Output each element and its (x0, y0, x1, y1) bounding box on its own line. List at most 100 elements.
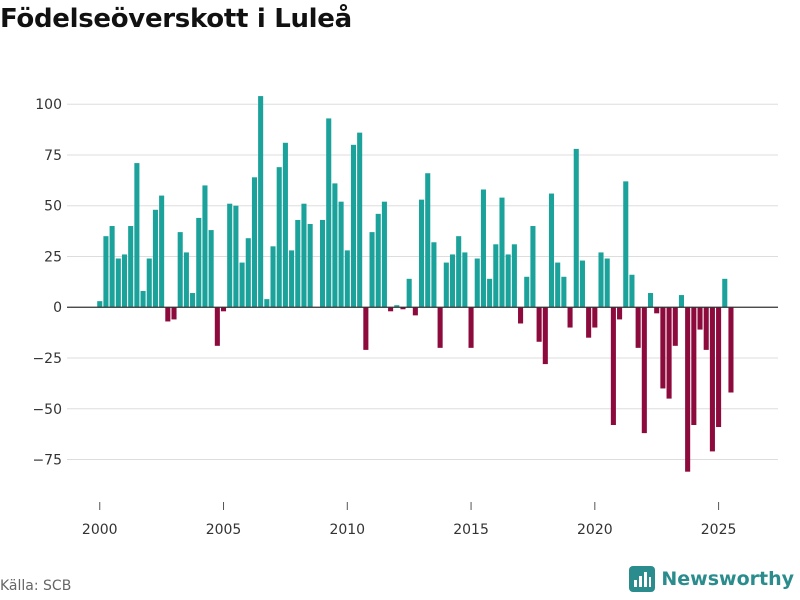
bar (350, 144, 357, 308)
bar (196, 217, 202, 308)
bar (561, 276, 567, 308)
bar (344, 250, 350, 308)
source-label: Källa: SCB (0, 578, 72, 594)
bar (276, 167, 282, 308)
bar (623, 181, 629, 308)
bar (183, 252, 189, 308)
x-axis: 2000 2005 2010 2015 2020 2025 (82, 502, 736, 538)
bar (369, 232, 375, 308)
bar (140, 291, 146, 308)
brand-name: Newsworthy (661, 568, 794, 590)
bar (134, 163, 140, 308)
y-tick-label: 0 (53, 300, 62, 316)
bar (598, 252, 604, 308)
x-tick-label: 2000 (82, 522, 118, 538)
bar (165, 307, 171, 322)
bar (536, 307, 542, 342)
bar (449, 254, 456, 308)
x-tick-label: 2015 (453, 522, 489, 538)
bar (332, 183, 338, 308)
bar (202, 185, 208, 308)
bar (431, 242, 437, 308)
bar (629, 274, 635, 308)
bar (419, 199, 425, 308)
bar (660, 307, 666, 389)
bars (97, 96, 734, 472)
bar (363, 307, 369, 350)
bar (233, 205, 239, 308)
y-axis: −75 −50 −25 0 25 50 75 100 (32, 97, 62, 468)
bar (685, 307, 691, 472)
bar (672, 307, 678, 346)
bar (437, 307, 443, 348)
bar (703, 307, 709, 350)
bar (301, 203, 307, 308)
bar (109, 226, 115, 308)
bar (518, 307, 524, 324)
bar (691, 307, 697, 425)
bar (289, 250, 295, 308)
bar (264, 299, 270, 308)
bar (468, 307, 474, 348)
bar (635, 307, 641, 348)
x-tick-label: 2020 (577, 522, 613, 538)
bar (474, 258, 480, 308)
brand-logo[interactable]: Newsworthy (629, 566, 794, 592)
bar (152, 209, 158, 308)
bar (586, 307, 592, 338)
bar (493, 244, 499, 308)
bar (146, 258, 152, 308)
bar (499, 197, 505, 308)
bar (357, 132, 363, 308)
bar (270, 246, 276, 308)
bar (375, 213, 381, 308)
bar (394, 305, 400, 308)
x-tick-label: 2005 (206, 522, 242, 538)
bar (480, 189, 486, 308)
bar (326, 118, 332, 308)
bar (610, 307, 616, 425)
x-tick-label: 2025 (701, 522, 737, 538)
newsworthy-logo-icon (629, 566, 656, 592)
bar (400, 307, 406, 310)
bar (115, 258, 121, 308)
bar (728, 307, 734, 393)
bar (388, 307, 394, 312)
y-tick-label: 100 (35, 97, 62, 113)
bar (171, 307, 177, 320)
bar (641, 307, 647, 434)
y-tick-label: −50 (32, 402, 62, 418)
bar (530, 226, 536, 308)
y-tick-label: −75 (32, 453, 62, 469)
y-tick-label: 25 (44, 249, 62, 265)
bar (716, 307, 722, 428)
bar (555, 262, 561, 308)
bar (251, 177, 257, 308)
bar (604, 258, 610, 308)
bar (567, 307, 573, 328)
bar (239, 262, 245, 308)
bar (282, 142, 288, 308)
bar (654, 307, 660, 314)
bar (214, 307, 220, 346)
bar (617, 307, 623, 320)
chart-title: Födelseöverskott i Luleå (0, 4, 352, 34)
bar (177, 232, 183, 308)
bar (159, 195, 165, 308)
bar (307, 224, 313, 308)
bar (381, 201, 387, 308)
bar (573, 148, 579, 308)
bar (320, 219, 326, 308)
bar (647, 293, 654, 308)
bar (678, 295, 684, 308)
bar (666, 307, 672, 399)
x-tick-label: 2010 (329, 522, 365, 538)
bar (579, 260, 585, 308)
bar (456, 236, 462, 308)
bar (443, 262, 449, 308)
bar (412, 307, 418, 316)
bar (462, 252, 468, 308)
bar (406, 278, 412, 308)
bar (128, 226, 134, 308)
